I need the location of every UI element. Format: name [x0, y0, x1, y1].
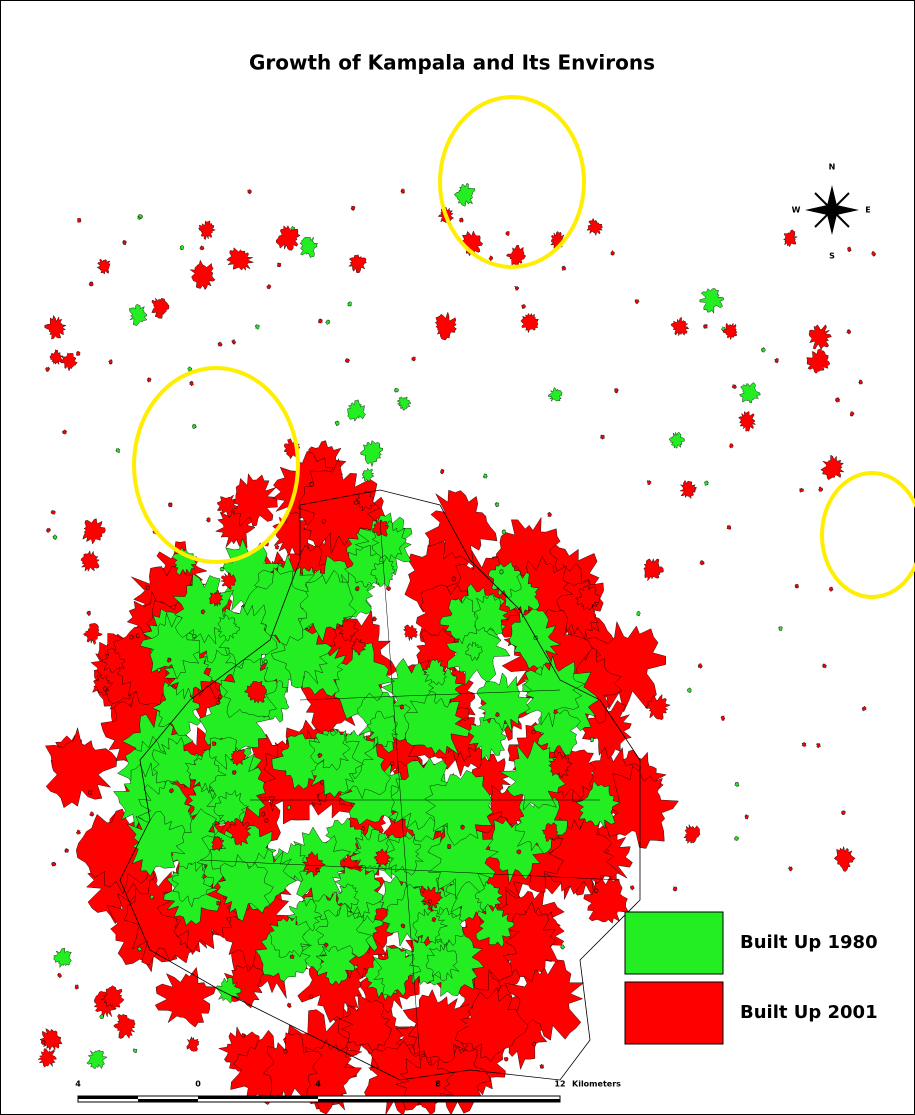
patch — [348, 302, 352, 307]
map: Growth of Kampala and Its Environs N S E… — [0, 0, 915, 1115]
patch — [835, 397, 839, 402]
patch — [277, 263, 281, 267]
legend-label: Built Up 1980 — [740, 932, 878, 953]
patch — [354, 965, 358, 970]
patch — [795, 584, 799, 589]
patch — [502, 530, 506, 535]
patch — [77, 218, 81, 223]
legend-swatch — [625, 912, 723, 974]
scale-label: 0 — [195, 1080, 201, 1089]
legend-swatch — [625, 982, 723, 1044]
compass-label: S — [829, 252, 835, 261]
patch — [673, 887, 677, 892]
patch — [590, 738, 594, 743]
legend-label: Built Up 2001 — [740, 1002, 878, 1023]
scale-label: 8 — [435, 1080, 441, 1089]
scale-unit: Kilometers — [572, 1080, 621, 1089]
scale-bar — [78, 1096, 560, 1102]
scale-label: 12 — [554, 1080, 565, 1089]
compass-label: W — [792, 206, 801, 215]
scale-label: 4 — [75, 1080, 81, 1089]
patch — [400, 705, 404, 710]
scale-label: 4 — [315, 1080, 321, 1089]
compass-label: N — [829, 163, 836, 172]
page: Growth of Kampala and Its Environs N S E… — [0, 0, 915, 1115]
compass-label: E — [865, 206, 870, 215]
map-title: Growth of Kampala and Its Environs — [249, 51, 655, 75]
